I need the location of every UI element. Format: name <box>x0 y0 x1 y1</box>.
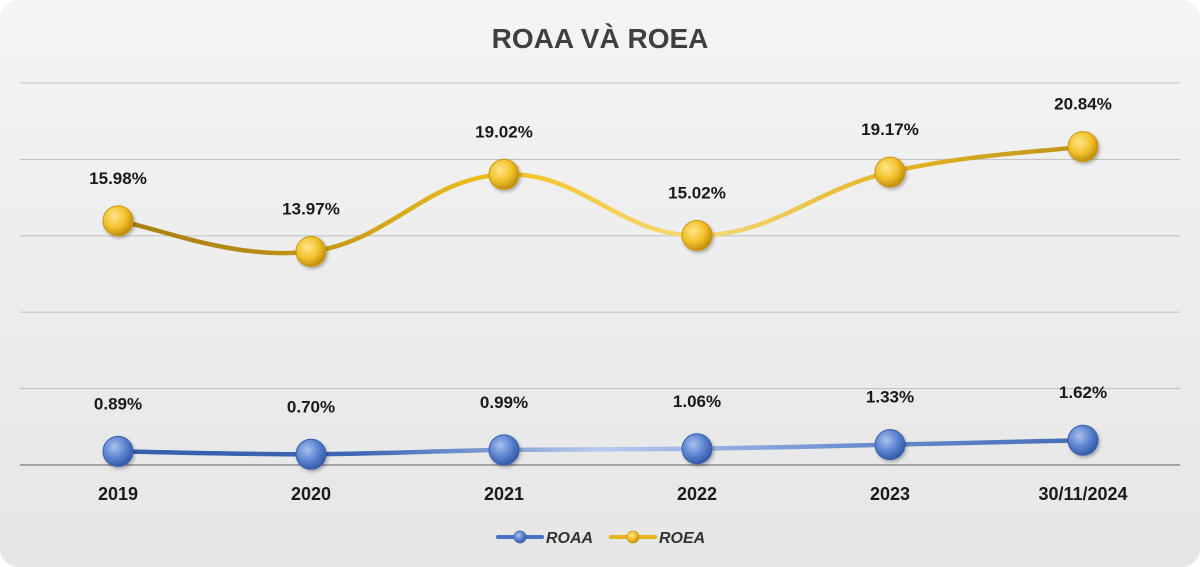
roaa-data-label: 0.99% <box>480 393 528 412</box>
roea-line <box>115 144 1086 256</box>
legend-swatch-marker <box>626 530 640 544</box>
roaa-point[interactable] <box>488 434 520 466</box>
x-tick-label: 30/11/2024 <box>1038 484 1127 504</box>
roaa-data-label: 1.06% <box>673 392 721 411</box>
roea-data-label: 20.84% <box>1054 95 1112 114</box>
legend-item-roaa[interactable]: ROAA <box>496 530 593 547</box>
roaa-series <box>102 424 1099 470</box>
roea-point[interactable] <box>1067 131 1099 163</box>
x-tick-label: 2019 <box>98 484 138 504</box>
roea-data-label: 13.97% <box>282 200 340 219</box>
x-tick-label: 2020 <box>291 484 331 504</box>
roaa-point[interactable] <box>295 438 327 470</box>
roaa-point[interactable] <box>102 435 134 467</box>
roea-point[interactable] <box>295 236 327 268</box>
legend-swatch-marker <box>513 530 527 544</box>
x-tick-label: 2022 <box>677 484 717 504</box>
x-axis-ticks: 2019 2020 2021 2022 2023 30/11/2024 <box>98 484 1128 504</box>
gridlines <box>20 82 1180 466</box>
x-tick-label: 2023 <box>870 484 910 504</box>
roaa-point[interactable] <box>874 429 906 461</box>
roea-point[interactable] <box>874 156 906 188</box>
roea-point[interactable] <box>681 219 713 251</box>
roaa-data-label: 1.62% <box>1059 383 1107 402</box>
legend-label: ROEA <box>659 530 705 547</box>
roea-data-label: 19.02% <box>475 122 533 141</box>
roea-data-label: 19.17% <box>861 120 919 139</box>
roaa-point[interactable] <box>1067 424 1099 456</box>
roea-point[interactable] <box>488 158 520 190</box>
roea-series <box>102 131 1099 268</box>
legend-item-roea[interactable]: ROEA <box>609 530 705 547</box>
roaa-data-label: 0.70% <box>287 397 335 416</box>
roaa-point[interactable] <box>681 433 713 465</box>
roea-point[interactable] <box>102 205 134 237</box>
legend[interactable]: ROAA ROEA <box>496 530 705 547</box>
roaa-line <box>115 437 1086 457</box>
roaa-data-label: 1.33% <box>866 388 914 407</box>
roaa-data-label: 0.89% <box>94 394 142 413</box>
legend-label: ROAA <box>546 530 593 547</box>
series-layer <box>102 131 1099 470</box>
data-labels: 0.89% 0.70% 0.99% 1.06% 1.33% 1.62% 15.98% 13.9… <box>89 95 1112 417</box>
chart-title: ROAA VÀ ROEA <box>492 23 709 54</box>
x-tick-label: 2021 <box>484 484 524 504</box>
roea-data-label: 15.02% <box>668 183 726 202</box>
roea-data-label: 15.98% <box>89 169 147 188</box>
